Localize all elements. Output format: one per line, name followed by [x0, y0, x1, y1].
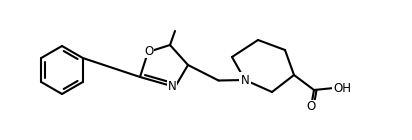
- Text: N: N: [241, 74, 249, 87]
- Text: OH: OH: [333, 81, 351, 94]
- Text: N: N: [168, 80, 176, 93]
- Text: O: O: [144, 45, 154, 58]
- Text: O: O: [307, 101, 316, 114]
